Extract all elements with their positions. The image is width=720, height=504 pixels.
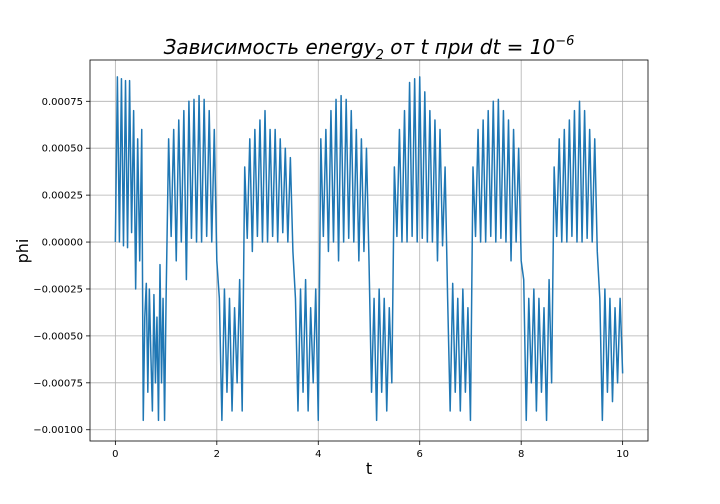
y-tick-label: −0.00100 xyxy=(33,425,83,436)
chart-title-subscript: 2 xyxy=(376,48,384,63)
y-tick-label: 0.00025 xyxy=(42,191,83,202)
y-axis-label: phi xyxy=(13,239,32,264)
chart-title: Зависимость energy2 от t при dt = 10−6 xyxy=(164,34,575,63)
x-tick-label: 6 xyxy=(417,449,423,460)
x-tick-label: 2 xyxy=(214,449,220,460)
y-axis-ticks: −0.00100 −0.00075 −0.00050 −0.00025 0.00000 0… xyxy=(33,97,90,436)
x-tick-label: 10 xyxy=(616,449,629,460)
y-tick-label: −0.00025 xyxy=(33,284,83,295)
x-tick-label: 8 xyxy=(518,449,524,460)
x-tick-label: 0 xyxy=(112,449,118,460)
series-line xyxy=(114,76,624,422)
y-tick-label: −0.00050 xyxy=(33,331,83,342)
chart-title-superscript: −6 xyxy=(555,34,574,49)
x-tick-label: 4 xyxy=(315,449,321,460)
x-axis-label: t xyxy=(366,459,372,478)
y-tick-label: 0.00075 xyxy=(42,97,83,108)
chart-title-rest: от t при dt = 10 xyxy=(384,35,555,59)
x-axis-ticks: 0 2 4 6 8 10 xyxy=(112,441,629,460)
y-tick-label: −0.00075 xyxy=(33,378,83,389)
y-tick-label: 0.00000 xyxy=(42,238,83,249)
y-tick-label: 0.00050 xyxy=(42,144,83,155)
chart-title-main: Зависимость energy xyxy=(164,35,377,59)
plot-frame xyxy=(89,59,649,442)
